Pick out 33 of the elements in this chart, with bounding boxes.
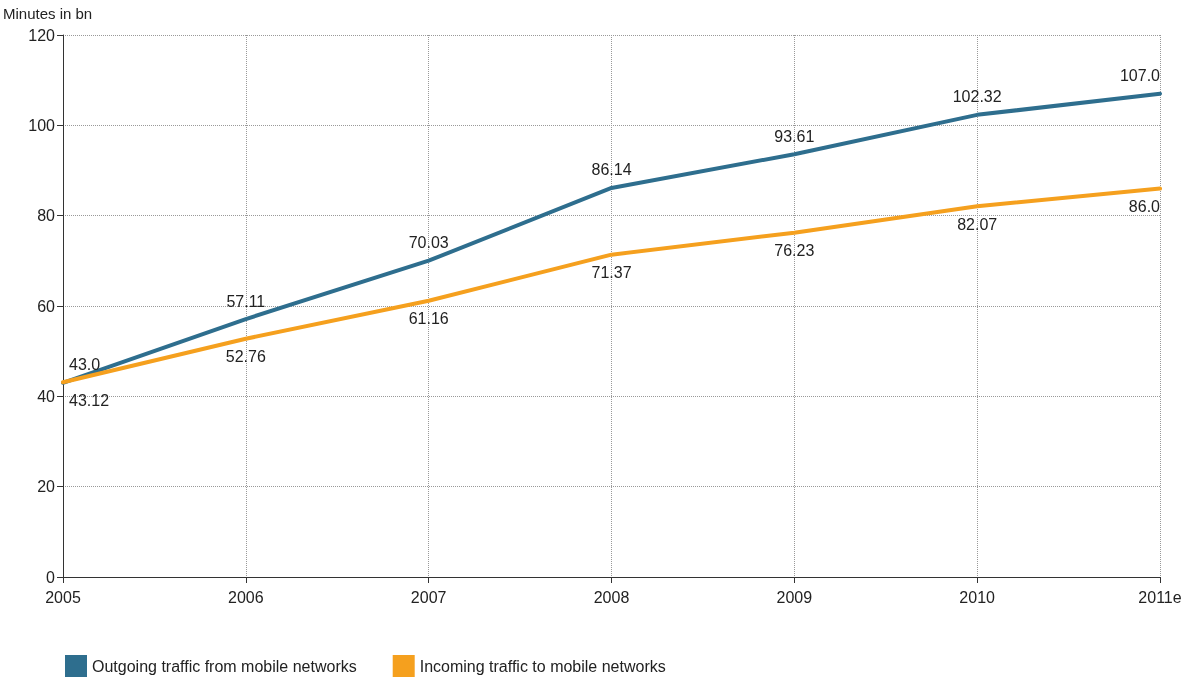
data-label: 70.03 xyxy=(408,234,449,252)
data-label: 86.0 xyxy=(1128,198,1161,216)
x-tick-label: 2011e xyxy=(1138,588,1182,606)
x-tick-label: 2006 xyxy=(228,588,264,606)
data-label: 86.14 xyxy=(591,161,632,179)
data-label: 76.23 xyxy=(774,242,815,260)
y-axis-title: Minutes in bn xyxy=(3,5,93,22)
x-tick-label: 2007 xyxy=(410,588,447,606)
data-label: 52.76 xyxy=(225,348,266,366)
legend-label: Incoming traffic to mobile networks xyxy=(419,657,666,675)
data-label: 43.0 xyxy=(69,356,101,374)
data-label: 71.37 xyxy=(591,264,632,282)
y-tick-label: 20 xyxy=(37,478,56,496)
x-tick-label: 2008 xyxy=(593,588,630,606)
y-tick-label: 60 xyxy=(37,297,56,315)
legend-label: Outgoing traffic from mobile networks xyxy=(92,657,357,675)
data-label: 93.61 xyxy=(774,127,815,145)
y-tick-label: 0 xyxy=(46,568,56,586)
data-label: 102.32 xyxy=(952,88,1002,106)
y-tick-label: 100 xyxy=(28,116,56,134)
line-series xyxy=(61,91,1162,385)
data-label: 82.07 xyxy=(957,215,998,233)
data-label: 57.11 xyxy=(226,292,266,310)
y-tick-label: 40 xyxy=(37,387,56,405)
data-label: 43.12 xyxy=(69,391,110,409)
x-tick-label: 2010 xyxy=(959,588,996,606)
x-tick-label: 2005 xyxy=(45,588,81,606)
line-series xyxy=(61,186,1162,385)
data-label: 61.16 xyxy=(408,310,449,328)
y-tick-label: 80 xyxy=(37,207,56,225)
data-label: 107.0 xyxy=(1119,67,1161,85)
x-tick-label: 2009 xyxy=(776,588,813,606)
y-tick-label: 120 xyxy=(28,26,56,44)
